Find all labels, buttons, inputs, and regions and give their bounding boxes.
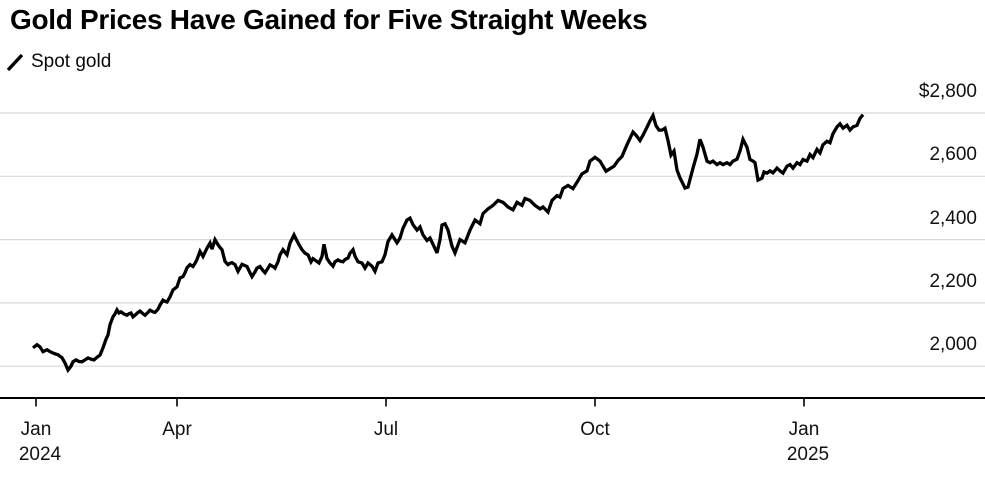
y-axis-label: 2,400 <box>929 207 977 229</box>
y-axis-label: 2,200 <box>929 270 977 292</box>
x-axis-year-label: 2025 <box>786 444 830 465</box>
legend: Spot gold <box>7 51 111 73</box>
y-axis-label: 2,000 <box>929 334 977 356</box>
x-axis-year-label: 2024 <box>18 444 62 465</box>
legend-item: Spot gold <box>7 51 111 73</box>
diagonal-line-icon <box>7 53 23 72</box>
chart-title: Gold Prices Have Gained for Five Straigh… <box>10 4 648 35</box>
x-axis-label: Jul <box>373 419 399 440</box>
price-line-series <box>31 111 865 374</box>
legend-label: Spot gold <box>31 51 112 72</box>
x-axis-label: Apr <box>162 419 192 440</box>
x-axis-label: Jan <box>20 419 52 440</box>
x-axis-label: Oct <box>580 419 610 440</box>
y-axis-label: $2,800 <box>918 81 977 102</box>
x-axis-label: Jan <box>788 419 820 440</box>
y-axis-label: 2,600 <box>929 144 977 166</box>
